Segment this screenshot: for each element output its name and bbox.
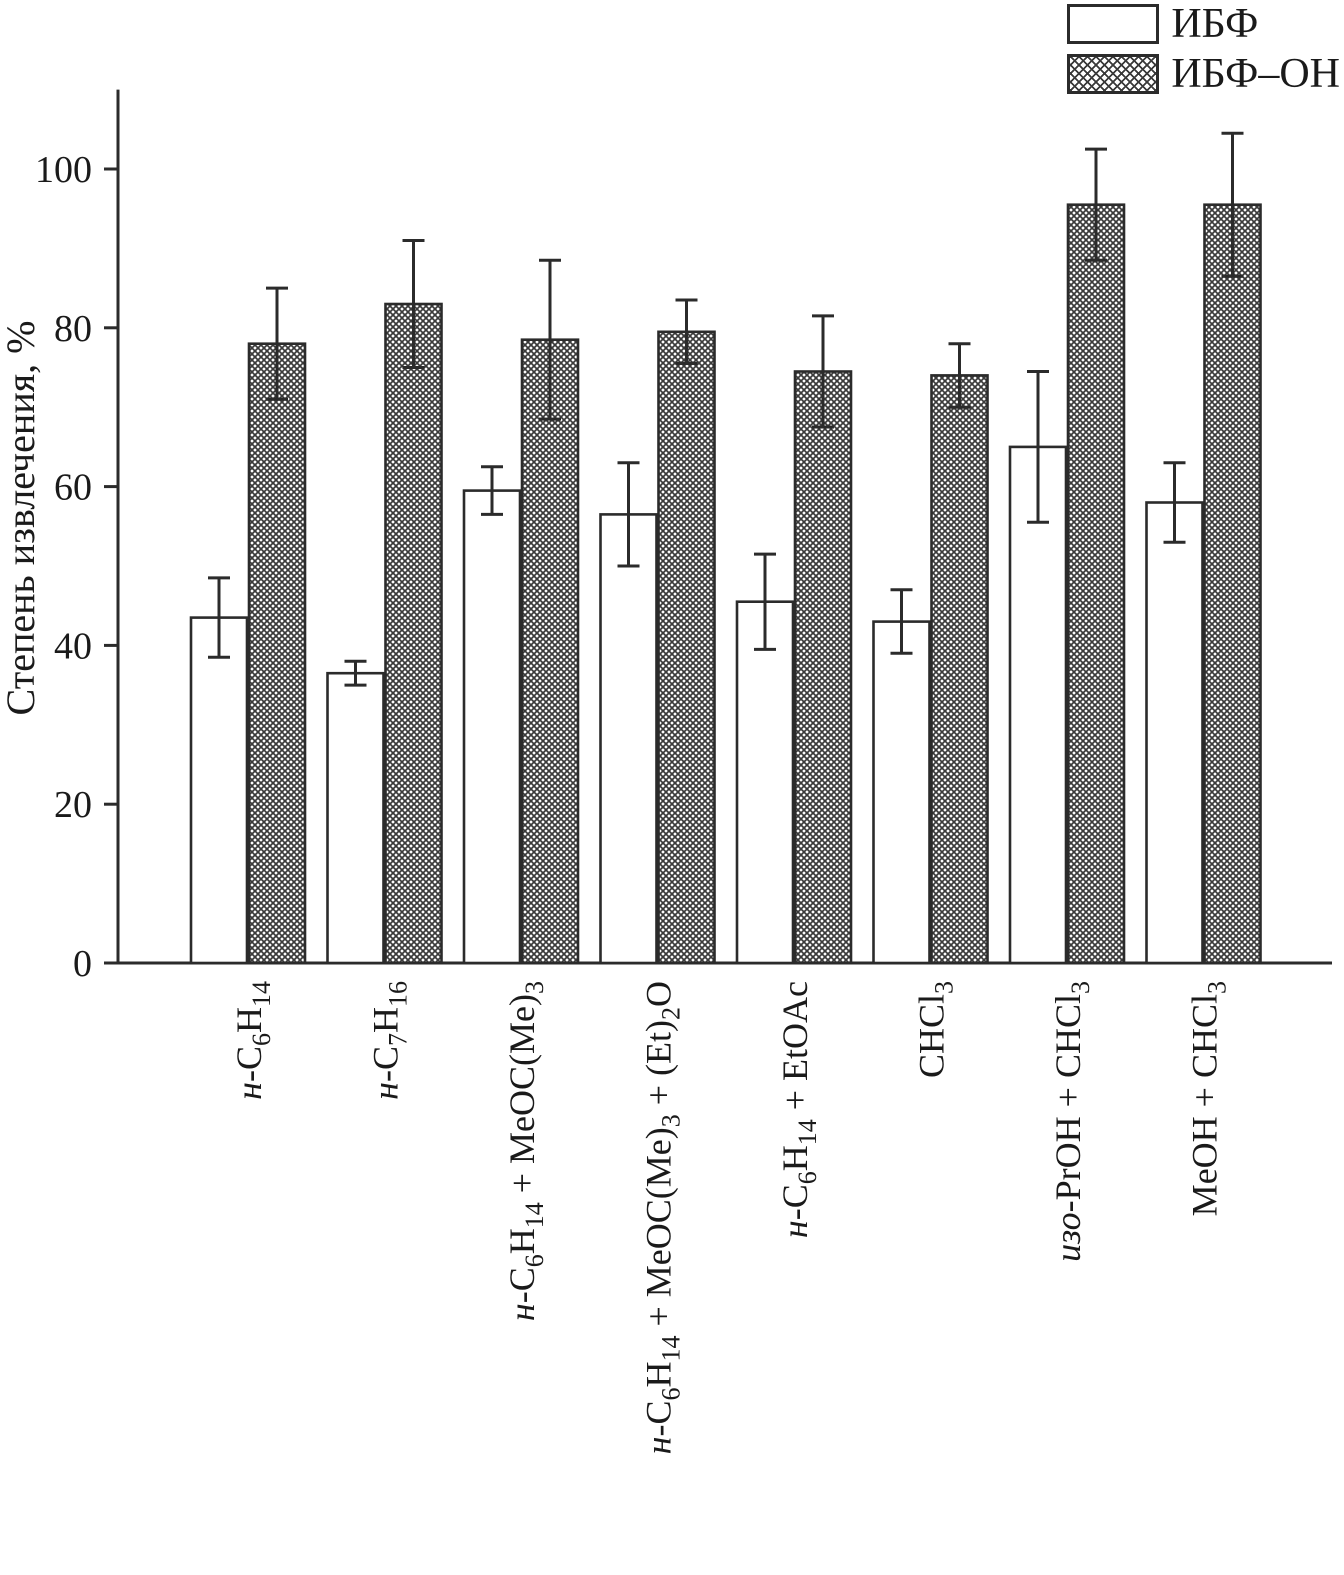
y-tick-label: 60 — [54, 467, 92, 509]
error-bar-series1-cat1 — [402, 239, 425, 369]
bar-series0-cat0 — [189, 616, 249, 965]
bar-series0-cat6 — [1008, 445, 1068, 965]
x-tick-label-7: MeOH + CHCl3 — [1185, 981, 1232, 1216]
y-tick-label: 40 — [54, 625, 92, 667]
error-bar-series0-cat2 — [481, 465, 503, 516]
y-tick-label: 0 — [73, 943, 92, 985]
error-bar-series1-cat0 — [266, 286, 288, 401]
legend-label-ibf-oh: ИБФ–ОН — [1171, 51, 1340, 97]
error-bar-series0-cat6 — [1027, 370, 1049, 524]
bar-series0-cat7 — [1145, 501, 1204, 965]
error-bar-series1-cat7 — [1221, 131, 1244, 278]
error-bar-series1-cat5 — [948, 342, 971, 409]
error-bar-series0-cat0 — [208, 576, 230, 659]
error-bar-series0-cat5 — [890, 588, 913, 655]
x-tick-label-2: н-C6H14 + MeOC(Me)3 — [502, 981, 549, 1321]
bar-series0-cat3 — [599, 513, 658, 965]
y-tick-label: 100 — [35, 149, 92, 191]
bar-series1-cat4 — [793, 370, 853, 965]
legend-swatch-ibf — [1067, 4, 1160, 44]
error-bar-series1-cat3 — [675, 298, 698, 365]
y-axis-title: Степень извлечения, % — [0, 321, 43, 716]
bar-series0-cat2 — [462, 489, 522, 965]
bar-series1-cat6 — [1066, 203, 1126, 965]
legend: ИБФ ИБФ–ОН — [1067, 2, 1340, 96]
error-bar-series0-cat3 — [617, 461, 640, 568]
error-bar-series1-cat4 — [812, 314, 834, 429]
legend-swatch-ibf-oh — [1067, 54, 1160, 94]
error-bar-series1-cat2 — [539, 258, 561, 421]
legend-item-ibf-oh: ИБФ–ОН — [1067, 52, 1340, 96]
bar-series1-cat2 — [520, 338, 580, 965]
bar-series1-cat5 — [930, 374, 989, 965]
x-tick-label-3: н-C6H14 + MeOC(Me)3 + (Et)2O — [639, 981, 686, 1454]
legend-label-ibf: ИБФ — [1171, 1, 1259, 47]
y-tick-label: 80 — [54, 308, 92, 350]
bar-series0-cat4 — [735, 600, 795, 965]
x-tick-label-1: н-C7H16 — [366, 981, 413, 1100]
bar-series1-cat0 — [247, 342, 307, 965]
bar-series0-cat5 — [872, 620, 931, 965]
x-tick-label-0: н-C6H14 — [229, 981, 276, 1100]
bar-series1-cat3 — [657, 330, 716, 965]
y-tick-label: 20 — [54, 784, 92, 826]
error-bar-series0-cat7 — [1163, 461, 1186, 544]
x-tick-label-5: CHCl3 — [912, 981, 959, 1078]
error-bar-series0-cat1 — [344, 659, 367, 687]
bar-series0-cat1 — [326, 671, 385, 965]
bar-series1-cat7 — [1203, 203, 1262, 965]
x-tick-label-6: изо-PrOH + CHCl3 — [1048, 981, 1095, 1262]
x-tick-label-4: н-C6H14 + EtOAc — [775, 981, 822, 1238]
error-bar-series0-cat4 — [754, 552, 776, 651]
legend-item-ibf: ИБФ — [1067, 2, 1340, 46]
bar-series1-cat1 — [384, 302, 443, 965]
error-bar-series1-cat6 — [1085, 147, 1107, 262]
